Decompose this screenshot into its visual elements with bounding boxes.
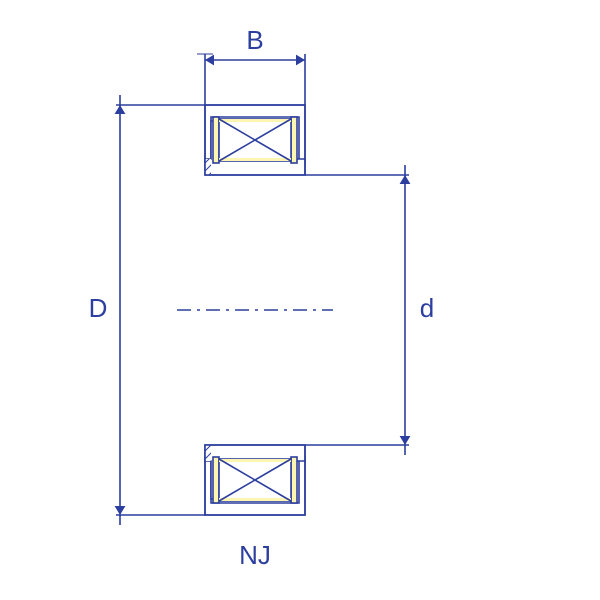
cage-bar-top-left — [213, 117, 219, 163]
dimension-label-b: B — [246, 25, 263, 55]
dimension-label-d-inner: d — [420, 293, 434, 323]
bearing-type-label: NJ — [239, 540, 271, 570]
cage-bar-bottom-left — [213, 457, 219, 503]
cage-bar-top-right — [291, 117, 297, 163]
cage-bar-bottom-right — [291, 457, 297, 503]
dimension-label-d-outer: D — [89, 293, 108, 323]
